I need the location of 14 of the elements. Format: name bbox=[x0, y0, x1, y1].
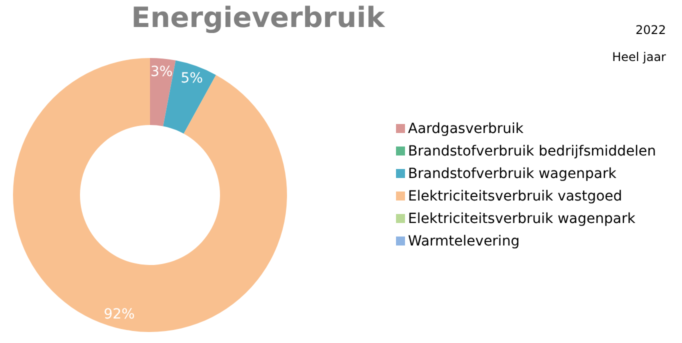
donut-slice bbox=[150, 58, 176, 126]
legend-label: Brandstofverbruik bedrijfsmiddelen bbox=[408, 143, 656, 160]
legend-label: Aardgasverbruik bbox=[408, 120, 524, 137]
legend-label: Elektriciteitsverbruik vastgoed bbox=[408, 188, 622, 204]
donut-slice bbox=[13, 58, 287, 332]
legend-label: Warmtelevering bbox=[408, 233, 520, 250]
legend-label: Elektriciteitsverbruik wagenpark bbox=[408, 210, 636, 227]
legend-label: Brandstofverbruik wagenpark bbox=[408, 166, 618, 182]
data-label: 3% bbox=[150, 64, 173, 80]
data-label: 5% bbox=[180, 70, 203, 87]
data-label: 92% bbox=[104, 306, 135, 322]
text: Heel jaar bbox=[612, 50, 666, 64]
chart-title: Energieverbruik bbox=[131, 1, 386, 34]
chart-subtitle: 2022 bbox=[635, 23, 666, 37]
